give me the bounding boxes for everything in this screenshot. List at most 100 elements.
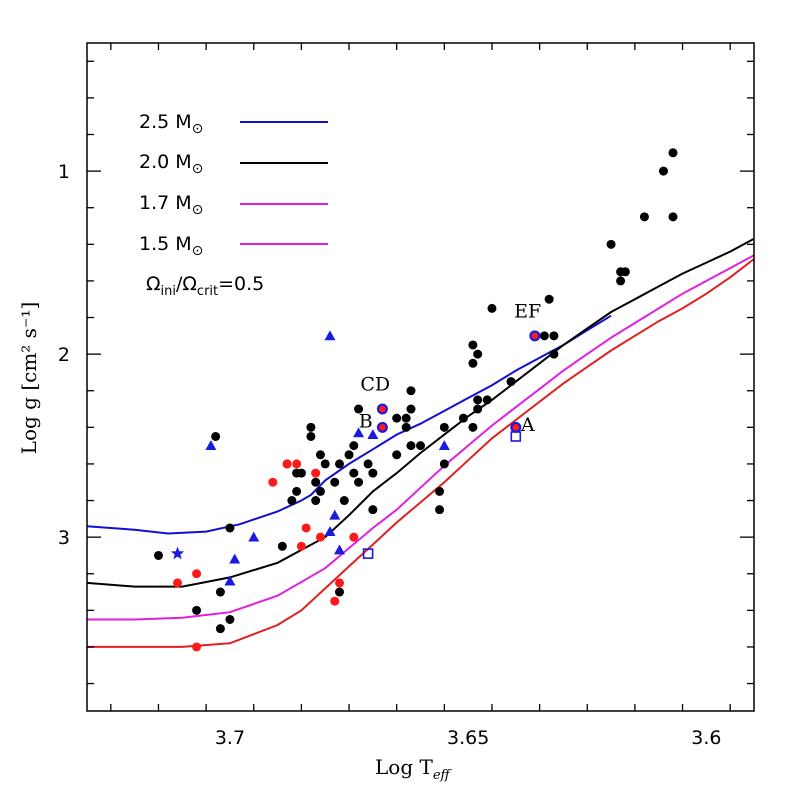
legend-label-2: 1.7 M⊙ <box>139 192 203 218</box>
data-point-96-core <box>531 332 539 340</box>
data-point-72 <box>349 532 359 542</box>
data-point-33 <box>416 441 425 451</box>
data-point-47 <box>311 477 321 487</box>
data-point-25 <box>392 413 402 423</box>
data-point-70 <box>301 523 311 533</box>
legend-rotation-label: Ωini/Ωcrit=0.5 <box>146 273 264 299</box>
data-point-46 <box>368 468 378 478</box>
data-point-69 <box>268 477 278 487</box>
data-point-10 <box>539 331 549 341</box>
data-point-83 <box>438 440 450 451</box>
data-point-13 <box>473 349 483 359</box>
legend: 2.5 M⊙ 2.0 M⊙ 1.7 M⊙ 1.5 M⊙ Ωini/Ωcrit=0… <box>139 111 328 299</box>
data-point-50 <box>435 486 445 496</box>
data-point-19 <box>482 395 492 405</box>
annotation-a: A <box>520 414 535 436</box>
data-point-63 <box>192 605 202 615</box>
legend-label-1: 2.0 M⊙ <box>139 151 203 177</box>
data-point-42 <box>439 459 449 469</box>
data-point-55 <box>311 496 321 506</box>
data-point-90 <box>170 546 185 560</box>
data-point-31 <box>306 431 316 441</box>
track-line-0 <box>86 314 612 535</box>
data-point-6 <box>620 267 630 277</box>
data-point-61 <box>215 587 225 597</box>
annotation-b: B <box>359 410 373 432</box>
data-point-29 <box>306 422 316 432</box>
data-point-32 <box>406 441 416 451</box>
data-point-58 <box>225 523 235 533</box>
data-point-68 <box>311 468 321 478</box>
track-line-2 <box>87 254 755 621</box>
data-point-22 <box>406 404 416 414</box>
data-point-78 <box>192 642 202 652</box>
x-tick-label-0: 3.7 <box>215 727 245 749</box>
data-point-94 <box>376 403 388 415</box>
data-point-95 <box>376 421 388 433</box>
tick-labels: 3.7 3.65 3.6 1 2 3 <box>58 161 722 749</box>
data-point-53 <box>287 496 297 506</box>
y-tick-label-2: 3 <box>58 527 70 549</box>
data-point-40 <box>320 459 330 469</box>
data-point-24 <box>401 413 411 423</box>
data-point-36 <box>315 450 325 460</box>
data-point-84 <box>329 509 341 520</box>
data-point-62 <box>335 587 345 597</box>
data-point-93 <box>510 421 522 433</box>
track-line-3 <box>87 258 755 648</box>
y-axis-title: Log g [cm² s⁻¹] <box>17 302 41 455</box>
evolutionary-tracks <box>86 237 755 648</box>
data-point-93-core <box>512 424 520 431</box>
data-point-86 <box>248 531 260 542</box>
data-point-18 <box>473 395 483 405</box>
data-point-34 <box>349 441 359 451</box>
data-point-79 <box>324 330 336 341</box>
plot-frame <box>86 42 755 712</box>
data-point-71 <box>315 532 325 542</box>
data-point-44 <box>296 468 306 478</box>
x-tick-label-1: 3.65 <box>447 727 489 749</box>
data-point-48 <box>330 477 340 487</box>
data-point-23 <box>458 413 468 423</box>
data-point-65 <box>215 624 225 634</box>
data-point-38 <box>335 459 345 469</box>
data-point-49 <box>354 477 364 487</box>
data-point-56 <box>368 505 378 515</box>
data-point-74 <box>192 569 202 579</box>
data-point-7 <box>616 276 626 286</box>
data-point-2 <box>639 212 649 222</box>
x-tick-label-2: 3.6 <box>691 727 721 749</box>
data-point-45 <box>349 468 359 478</box>
data-point-4 <box>606 239 616 249</box>
data-point-1 <box>658 166 668 176</box>
data-point-88 <box>229 553 241 564</box>
data-point-54 <box>339 496 349 506</box>
data-point-3 <box>668 212 678 222</box>
y-tick-label-1: 2 <box>58 344 70 366</box>
data-point-27 <box>468 422 478 432</box>
data-point-80 <box>353 427 365 438</box>
data-point-21 <box>354 404 364 414</box>
data-point-59 <box>277 541 287 551</box>
legend-label-3: 1.5 M⊙ <box>139 233 203 259</box>
data-markers <box>153 148 678 652</box>
data-point-64 <box>225 614 235 624</box>
annotation-ef: EF <box>514 301 541 323</box>
data-point-87 <box>334 544 346 555</box>
data-point-16 <box>506 377 516 387</box>
data-point-26 <box>439 422 449 432</box>
data-point-67 <box>292 459 302 469</box>
data-point-75 <box>173 578 183 588</box>
data-point-85 <box>324 526 336 537</box>
data-point-95-core <box>379 424 386 431</box>
data-point-12 <box>468 340 478 350</box>
data-point-0 <box>668 148 678 158</box>
legend-label-0: 2.5 M⊙ <box>139 111 203 137</box>
data-point-14 <box>549 349 559 359</box>
data-point-28 <box>401 422 411 432</box>
data-point-94-core <box>379 405 386 413</box>
data-point-82 <box>205 440 217 451</box>
data-point-73 <box>296 541 306 551</box>
data-point-96 <box>529 330 541 342</box>
data-point-8 <box>544 294 554 304</box>
